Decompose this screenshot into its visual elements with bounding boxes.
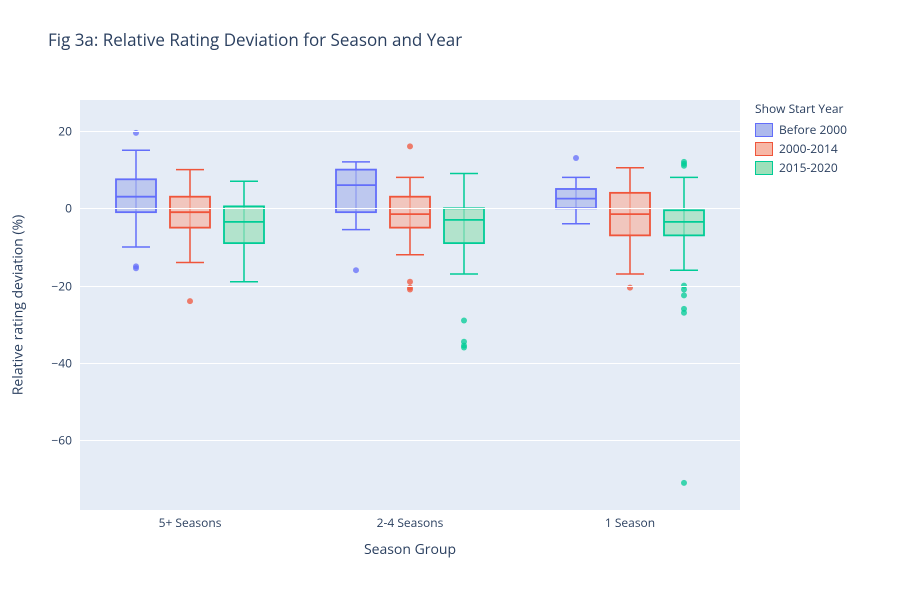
- outlier[interactable]: [187, 298, 193, 304]
- legend-swatch: [755, 142, 773, 156]
- box[interactable]: [390, 143, 430, 292]
- outlier[interactable]: [681, 310, 687, 316]
- gridline: [80, 440, 740, 441]
- gridline: [80, 208, 740, 209]
- gridline: [80, 131, 740, 132]
- outlier[interactable]: [573, 155, 579, 161]
- y-axis-title: Relative rating deviation (%): [9, 215, 28, 395]
- outlier[interactable]: [461, 317, 467, 323]
- legend-title: Show Start Year: [755, 100, 847, 117]
- outlier[interactable]: [681, 163, 687, 169]
- y-tick-label: 20: [58, 122, 72, 139]
- legend-label: 2015-2020: [779, 159, 838, 176]
- legend-swatch: [755, 161, 773, 175]
- y-tick-label: −40: [51, 355, 72, 372]
- y-tick-label: 0: [65, 200, 72, 217]
- legend-label: 2000-2014: [779, 140, 838, 157]
- outlier[interactable]: [681, 292, 687, 298]
- outlier[interactable]: [681, 480, 687, 486]
- box[interactable]: [336, 162, 376, 273]
- legend-swatch: [755, 123, 773, 137]
- outlier[interactable]: [353, 267, 359, 273]
- boxplot-svg: [80, 100, 740, 510]
- gridline: [80, 286, 740, 287]
- box[interactable]: [610, 168, 650, 291]
- outlier[interactable]: [407, 143, 413, 149]
- legend-item[interactable]: 2015-2020: [755, 159, 847, 176]
- x-axis-title: Season Group: [80, 540, 740, 559]
- box[interactable]: [116, 130, 156, 271]
- box[interactable]: [444, 173, 484, 350]
- box[interactable]: [556, 155, 596, 224]
- box[interactable]: [224, 181, 264, 282]
- x-tick-label: 2-4 Seasons: [377, 514, 444, 531]
- plot-area: [80, 100, 740, 510]
- outlier[interactable]: [407, 287, 413, 293]
- outlier[interactable]: [133, 265, 139, 271]
- x-tick-label: 1 Season: [605, 514, 655, 531]
- outlier[interactable]: [681, 287, 687, 293]
- x-tick-label: 5+ Seasons: [159, 514, 222, 531]
- y-tick-label: −60: [51, 432, 72, 449]
- legend-item[interactable]: 2000-2014: [755, 140, 847, 157]
- outlier[interactable]: [461, 345, 467, 351]
- legend-label: Before 2000: [779, 121, 847, 138]
- y-tick-label: −20: [51, 277, 72, 294]
- gridline: [80, 363, 740, 364]
- legend-item[interactable]: Before 2000: [755, 121, 847, 138]
- legend: Show Start Year Before 2000 2000-2014 2015…: [755, 100, 847, 178]
- chart-title: Fig 3a: Relative Rating Deviation for Se…: [48, 28, 462, 51]
- outlier[interactable]: [407, 279, 413, 285]
- box[interactable]: [170, 170, 210, 305]
